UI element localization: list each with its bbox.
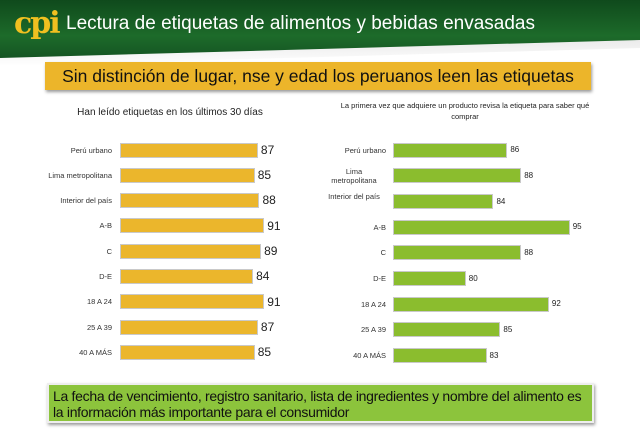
left-bar [120, 269, 254, 284]
right-category-label: 18 A 24 [360, 299, 386, 309]
cpi-logo: cpi [14, 6, 61, 41]
left-value-label: 85 [257, 168, 272, 183]
right-bar [393, 296, 549, 312]
page-title: Lectura de etiquetas de alimentos y bebi… [66, 13, 535, 34]
right-bar [393, 168, 522, 184]
left-value-label: 89 [264, 244, 278, 258]
right-value-label: 88 [524, 248, 534, 257]
right-bar [393, 245, 522, 261]
left-chart-title: Han leído etiquetas en los últimos 30 dí… [77, 107, 263, 118]
left-value-label: 88 [262, 193, 276, 208]
right-value-label: 92 [551, 299, 561, 309]
right-bar [393, 142, 508, 158]
left-category-label: Lima metropolitana [48, 170, 112, 180]
left-value-label: 84 [256, 269, 270, 284]
right-chart-title: La primera vez que adquiere un producto … [340, 101, 590, 121]
left-bar [120, 167, 255, 183]
left-category-label: D-E [99, 272, 112, 281]
right-value-label: 83 [489, 350, 499, 360]
right-category-label: 40 A MÁS [353, 351, 386, 361]
left-category-label: Interior del país [60, 196, 112, 206]
right-value-label: 88 [524, 170, 534, 180]
left-bar [120, 294, 265, 310]
right-bar [393, 348, 487, 364]
left-category-label: Perú urbano [70, 145, 112, 155]
left-bar [120, 193, 260, 209]
left-value-label: 91 [267, 294, 281, 309]
left-category-label: A-B [99, 221, 112, 231]
right-category-label: C [380, 248, 386, 258]
left-bar [120, 319, 258, 335]
right-value-label: 84 [496, 196, 506, 206]
left-value-label: 91 [267, 218, 281, 233]
right-category-label: Lima metropolitana [331, 166, 377, 185]
right-category-label: D-E [373, 274, 386, 283]
right-bar [393, 322, 501, 338]
left-category-label: 25 A 39 [86, 322, 112, 332]
right-category-label: A-B [373, 222, 386, 232]
footer-note: La fecha de vencimiento, registro sanita… [47, 383, 594, 423]
left-value-label: 87 [260, 319, 275, 334]
right-category-label: 25 A 39 [360, 325, 386, 335]
right-bar [393, 271, 466, 286]
right-bar [393, 219, 570, 235]
right-category-label: Interior del país [328, 192, 380, 202]
right-category-label: Perú urbano [344, 145, 386, 155]
left-bar [120, 218, 265, 234]
left-bar [120, 142, 258, 158]
left-category-label: 40 A MÁS [79, 347, 112, 357]
left-value-label: 85 [257, 345, 272, 360]
right-bar [393, 193, 494, 209]
left-category-label: C [106, 246, 112, 256]
right-value-label: 95 [572, 222, 582, 232]
left-bar [120, 243, 262, 259]
left-bar [120, 344, 255, 360]
left-category-label: 18 A 24 [86, 297, 112, 307]
right-value-label: 85 [503, 325, 513, 335]
right-value-label: 86 [510, 145, 520, 155]
right-value-label: 80 [468, 273, 478, 283]
headline-banner: Sin distinción de lugar, nse y edad los … [45, 62, 591, 90]
left-value-label: 87 [260, 142, 275, 157]
